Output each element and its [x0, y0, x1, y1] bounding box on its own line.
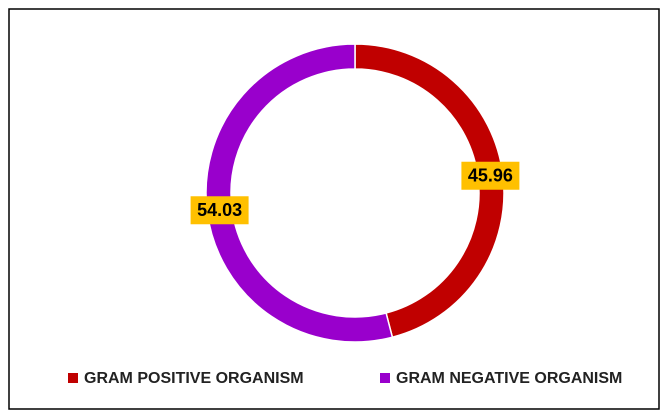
data-label: 45.96 [468, 165, 513, 185]
legend-label: GRAM NEGATIVE ORGANISM [396, 370, 622, 387]
legend-swatch [380, 373, 390, 383]
legend-label: GRAM POSITIVE ORGANISM [84, 370, 304, 387]
data-label-box [190, 196, 249, 225]
data-label-box [461, 161, 520, 190]
chart-frame [8, 8, 660, 410]
legend-swatch [68, 373, 78, 383]
donut-segment [205, 43, 394, 343]
data-label: 54.03 [197, 200, 242, 220]
